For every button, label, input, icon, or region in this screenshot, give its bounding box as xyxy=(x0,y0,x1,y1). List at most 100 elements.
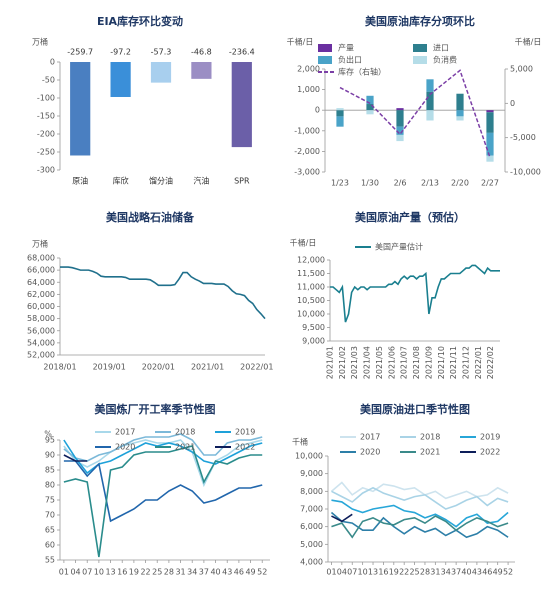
bar-segment xyxy=(426,79,434,92)
bar xyxy=(70,62,91,156)
y-tick-label: 85 xyxy=(45,466,55,475)
line xyxy=(63,439,263,475)
x-tick-label: 2021/07 xyxy=(400,346,409,379)
y-tick-label: 60,000 xyxy=(27,302,55,311)
bar-segment xyxy=(366,110,374,115)
x-tick-label: 2019/01 xyxy=(93,363,126,372)
data-label: -57.3 xyxy=(151,48,172,57)
x-tick-label: 2/27 xyxy=(481,179,499,188)
x-tick-label: 2021/12 xyxy=(462,346,471,379)
y-tick-label: 9,000 xyxy=(300,469,323,478)
bar-segment xyxy=(396,108,404,111)
y-tick-label: 66,000 xyxy=(27,266,55,275)
bar-segment xyxy=(396,134,404,142)
x-tick-label: 46 xyxy=(482,568,492,577)
y-tick-label: 58,000 xyxy=(27,314,55,323)
x-tick-label: 2021/03 xyxy=(350,346,359,379)
bar-segment xyxy=(486,132,494,156)
x-tick-label: 馏分油 xyxy=(149,176,173,186)
y-tick-label: -3,000 xyxy=(294,168,320,177)
y-tick-label: -250 xyxy=(37,148,55,157)
legend-label: 负消费 xyxy=(433,55,457,65)
x-tick-label: SPR xyxy=(234,177,250,186)
x-tick-label: 07 xyxy=(347,568,357,577)
y2-tick-label: 0 xyxy=(510,99,515,108)
x-tick-label: 2018/01 xyxy=(43,363,76,372)
y-axis-label: 万桶 xyxy=(32,239,48,249)
y-tick-label: 9,500 xyxy=(302,323,325,332)
x-tick-label: 40 xyxy=(210,568,220,577)
x-tick-label: 37 xyxy=(199,568,209,577)
y-tick-label: 80 xyxy=(45,481,55,490)
x-tick-label: 25 xyxy=(152,568,162,577)
y-tick-label: -2,000 xyxy=(294,147,320,156)
bar xyxy=(150,62,172,83)
y-axis-label: 千桶 xyxy=(292,437,308,447)
x-tick-label: 16 xyxy=(378,568,388,577)
y2-axis-label: 千桶/日 xyxy=(515,37,542,47)
bar-segment xyxy=(486,112,494,133)
x-tick-label: 2021/01 xyxy=(191,363,224,372)
bar-segment xyxy=(486,110,494,113)
line xyxy=(331,513,353,523)
x-tick-label: 库欣 xyxy=(113,176,129,186)
legend-swatch xyxy=(413,56,427,64)
bar-segment xyxy=(396,126,404,135)
x-tick-label: 2/13 xyxy=(421,179,439,188)
data-label: -97.2 xyxy=(110,48,131,57)
legend-label: 2017 xyxy=(115,428,135,437)
y2-tick-label: 5,000 xyxy=(510,65,533,74)
y-tick-label: 10,000 xyxy=(295,452,323,461)
legend-label: 2021 xyxy=(175,443,195,452)
y-tick-label: 8,000 xyxy=(300,487,323,496)
y-tick-label: 52,000 xyxy=(27,351,55,360)
x-tick-label: 37 xyxy=(451,568,461,577)
x-tick-label: 2021/08 xyxy=(412,346,421,379)
x-tick-label: 43 xyxy=(222,568,232,577)
y-tick-label: 11,000 xyxy=(297,283,325,292)
y-tick-label: 9,000 xyxy=(302,337,325,346)
x-tick-label: 2021/02 xyxy=(338,346,347,379)
x-tick-label: 19 xyxy=(389,568,399,577)
y-tick-label: -150 xyxy=(37,112,55,121)
legend-label: 库存（右轴） xyxy=(338,67,386,77)
x-tick-label: 2/6 xyxy=(394,179,407,188)
y-tick-label: 95 xyxy=(45,436,55,445)
x-tick-label: 16 xyxy=(117,568,127,577)
y-tick-label: 5,000 xyxy=(300,540,323,549)
legend-label: 负出口 xyxy=(338,55,362,65)
x-tick-label: 原油 xyxy=(72,176,88,186)
legend-swatch xyxy=(318,44,332,52)
y-tick-label: 56,000 xyxy=(27,326,55,335)
chart-title: EIA库存环比变动 xyxy=(97,14,183,28)
bar-segment xyxy=(366,95,374,105)
y-axis-label: 万桶 xyxy=(32,37,48,47)
y-axis-label: 千桶/日 xyxy=(290,238,317,248)
x-tick-label: 40 xyxy=(461,568,471,577)
x-tick-label: 2021/01 xyxy=(326,346,335,379)
y-tick-label: 55 xyxy=(45,556,55,565)
chart-title: 美国战略石油储备 xyxy=(106,210,195,224)
x-tick-label: 04 xyxy=(70,568,80,577)
x-tick-label: 52 xyxy=(503,568,513,577)
y-tick-label: 12,000 xyxy=(297,256,325,265)
y-tick-label: 65 xyxy=(45,526,55,535)
line xyxy=(60,266,266,320)
line xyxy=(330,511,509,539)
x-tick-label: 22 xyxy=(140,568,150,577)
x-tick-label: 01 xyxy=(326,568,336,577)
x-tick-label: 2020/01 xyxy=(142,363,175,372)
legend-label: 2019 xyxy=(235,428,255,437)
bar-segment xyxy=(366,104,374,111)
y-axis-label: 千桶/日 xyxy=(287,37,314,47)
x-tick-label: 2021/04 xyxy=(363,346,372,379)
bar-segment xyxy=(486,155,494,162)
y-tick-label: 6,000 xyxy=(300,522,323,531)
x-tick-label: 49 xyxy=(245,568,255,577)
legend-label: 2017 xyxy=(360,433,380,442)
x-tick-label: 52 xyxy=(257,568,267,577)
x-tick-label: 2021/11 xyxy=(449,346,458,379)
bar xyxy=(231,62,252,148)
y-tick-label: 0 xyxy=(315,106,320,115)
